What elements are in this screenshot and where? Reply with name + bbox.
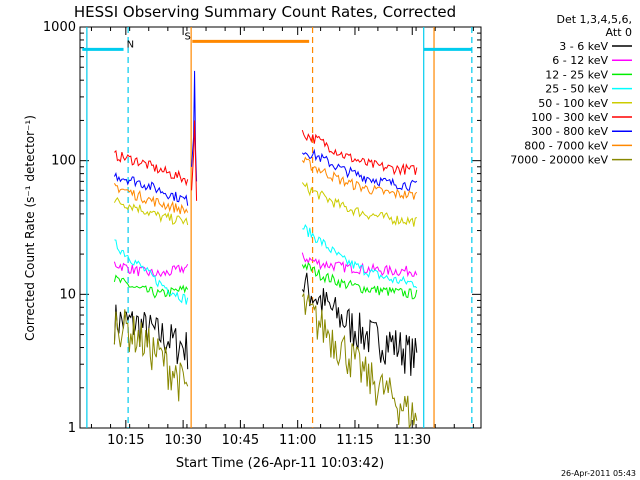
legend-label-50-100-kev: 50 - 100 keV bbox=[538, 97, 608, 110]
flag-label-n: N bbox=[127, 39, 134, 50]
series-line-300-800-kev-b bbox=[301, 148, 418, 191]
legend-header-line2: Att 0 bbox=[606, 26, 632, 39]
plot-frame bbox=[79, 26, 482, 429]
series-line-300-800-kev-a bbox=[113, 172, 189, 206]
x-axis-label: Start Time (26-Apr-11 10:03:42) bbox=[176, 456, 384, 471]
legend-label-6-12-kev: 6 - 12 keV bbox=[552, 54, 608, 67]
y-tick-label: 100 bbox=[51, 154, 76, 169]
series-line-12-25-kev-a bbox=[113, 274, 189, 299]
x-tick-label: 11:00 bbox=[279, 433, 316, 448]
x-tick-label: 11:15 bbox=[336, 433, 373, 448]
x-tick-label: 10:15 bbox=[107, 433, 144, 448]
series-line-800-7000-kev-a bbox=[113, 183, 189, 215]
series-line-25-50-kev-a bbox=[114, 239, 189, 305]
legend-label-7000-20000-kev: 7000 - 20000 keV bbox=[510, 154, 608, 167]
series-line-3-6-kev-a bbox=[113, 304, 189, 370]
series-line-3-6-kev-b bbox=[301, 272, 418, 376]
series-line-12-25-kev-b bbox=[301, 262, 418, 300]
series-line-7000-20000-kev-a bbox=[113, 309, 189, 402]
series-line-100-300-kev-b bbox=[301, 129, 418, 176]
chart-title: HESSI Observing Summary Count Rates, Cor… bbox=[74, 3, 456, 21]
legend-label-12-25-kev: 12 - 25 keV bbox=[545, 68, 608, 81]
y-tick-label: 1 bbox=[68, 421, 76, 436]
series-line-7000-20000-kev-b bbox=[301, 293, 418, 429]
y-tick-label: 10 bbox=[59, 287, 76, 302]
flag-label-s: S bbox=[185, 31, 191, 42]
y-tick-label: 1000 bbox=[43, 20, 76, 35]
legend-label-800-7000-kev: 800 - 7000 keV bbox=[524, 139, 608, 152]
legend-label-300-800-kev: 300 - 800 keV bbox=[531, 125, 608, 138]
footer-timestamp: 26-Apr-2011 05:43 bbox=[561, 469, 636, 478]
series-line-50-100-kev-b bbox=[301, 182, 417, 227]
x-tick-label: 10:45 bbox=[222, 433, 259, 448]
legend-label-25-50-kev: 25 - 50 keV bbox=[545, 83, 608, 96]
x-tick-label: 11:30 bbox=[394, 433, 431, 448]
series-line-6-12-kev-b bbox=[301, 252, 418, 278]
y-axis-label: Corrected Count Rate (s⁻¹ detector⁻¹) bbox=[23, 115, 37, 341]
series-line-50-100-kev-a bbox=[113, 196, 189, 226]
series-line-6-12-kev-a bbox=[113, 261, 189, 278]
legend-header-line1: Det 1,3,4,5,6, bbox=[556, 13, 632, 26]
series-line-25-50-kev-b bbox=[302, 224, 418, 289]
series-line-100-300-kev-a bbox=[114, 149, 189, 187]
legend-label-3-6-kev: 3 - 6 keV bbox=[559, 40, 608, 53]
series-line-800-7000-kev-b bbox=[301, 156, 418, 200]
legend-label-100-300-kev: 100 - 300 keV bbox=[531, 111, 608, 124]
flare-spike bbox=[191, 120, 198, 201]
plot-area: 1 10 100 1000 10:15 10:30 10:45 11:00 11:15 11:30… bbox=[43, 20, 482, 448]
x-tick-label: 10:30 bbox=[164, 433, 201, 448]
